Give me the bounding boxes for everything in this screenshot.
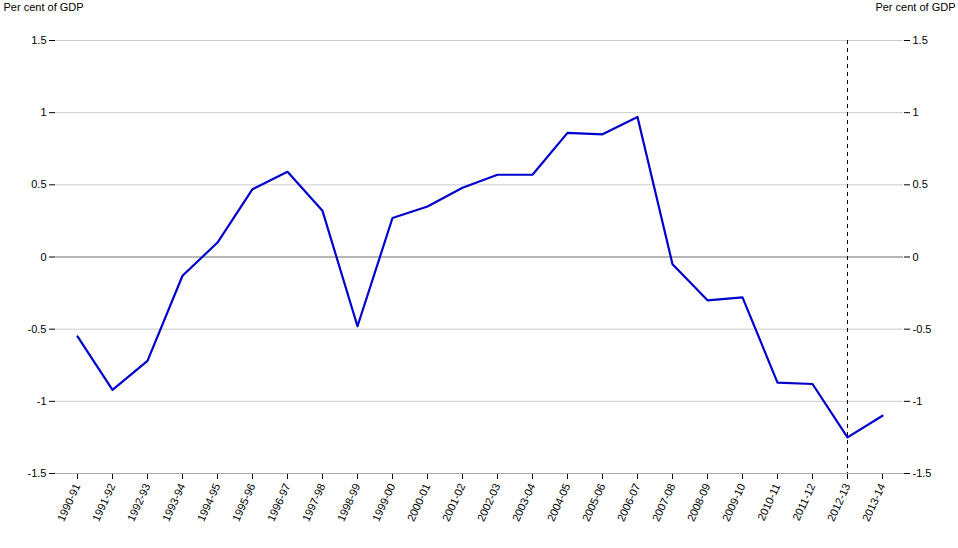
svg-text:2010-11: 2010-11 — [755, 481, 783, 522]
svg-text:1996-97: 1996-97 — [265, 481, 293, 523]
svg-text:1.5: 1.5 — [913, 34, 928, 46]
svg-text:-1: -1 — [37, 395, 47, 407]
svg-text:1991-92: 1991-92 — [90, 481, 118, 523]
svg-text:2000-01: 2000-01 — [405, 481, 433, 523]
svg-text:2013-14: 2013-14 — [860, 481, 888, 523]
svg-text:2006-07: 2006-07 — [615, 481, 643, 523]
svg-text:2012-13: 2012-13 — [825, 481, 853, 523]
svg-text:0.5: 0.5 — [31, 178, 46, 190]
svg-text:0: 0 — [40, 251, 46, 263]
svg-text:2008-09: 2008-09 — [685, 481, 713, 523]
svg-text:0: 0 — [913, 251, 919, 263]
svg-text:1995-96: 1995-96 — [230, 481, 258, 523]
svg-text:1994-95: 1994-95 — [195, 481, 223, 523]
svg-text:2002-03: 2002-03 — [475, 481, 503, 523]
svg-text:2007-08: 2007-08 — [650, 481, 678, 523]
svg-text:1993-94: 1993-94 — [160, 481, 188, 523]
svg-text:-1.5: -1.5 — [913, 467, 932, 479]
svg-text:-0.5: -0.5 — [913, 323, 932, 335]
svg-text:Per cent of GDP: Per cent of GDP — [875, 1, 955, 13]
svg-text:1992-93: 1992-93 — [125, 481, 153, 523]
svg-text:1: 1 — [40, 106, 46, 118]
svg-text:2011-12: 2011-12 — [790, 481, 818, 522]
svg-text:-0.5: -0.5 — [28, 323, 47, 335]
svg-text:1: 1 — [913, 106, 919, 118]
svg-text:1.5: 1.5 — [31, 34, 46, 46]
svg-text:1999-00: 1999-00 — [370, 481, 398, 523]
svg-text:2005-06: 2005-06 — [580, 481, 608, 523]
svg-text:Per cent of GDP: Per cent of GDP — [4, 1, 84, 13]
svg-text:-1.5: -1.5 — [28, 467, 47, 479]
svg-text:0.5: 0.5 — [913, 178, 928, 190]
svg-text:1990-91: 1990-91 — [55, 481, 83, 523]
svg-text:-1: -1 — [913, 395, 923, 407]
svg-text:2004-05: 2004-05 — [545, 481, 573, 523]
svg-text:2003-04: 2003-04 — [510, 481, 538, 523]
svg-text:2001-02: 2001-02 — [440, 481, 468, 523]
svg-text:2009-10: 2009-10 — [720, 481, 748, 523]
svg-text:1998-99: 1998-99 — [335, 481, 363, 523]
svg-text:1997-98: 1997-98 — [300, 481, 328, 523]
